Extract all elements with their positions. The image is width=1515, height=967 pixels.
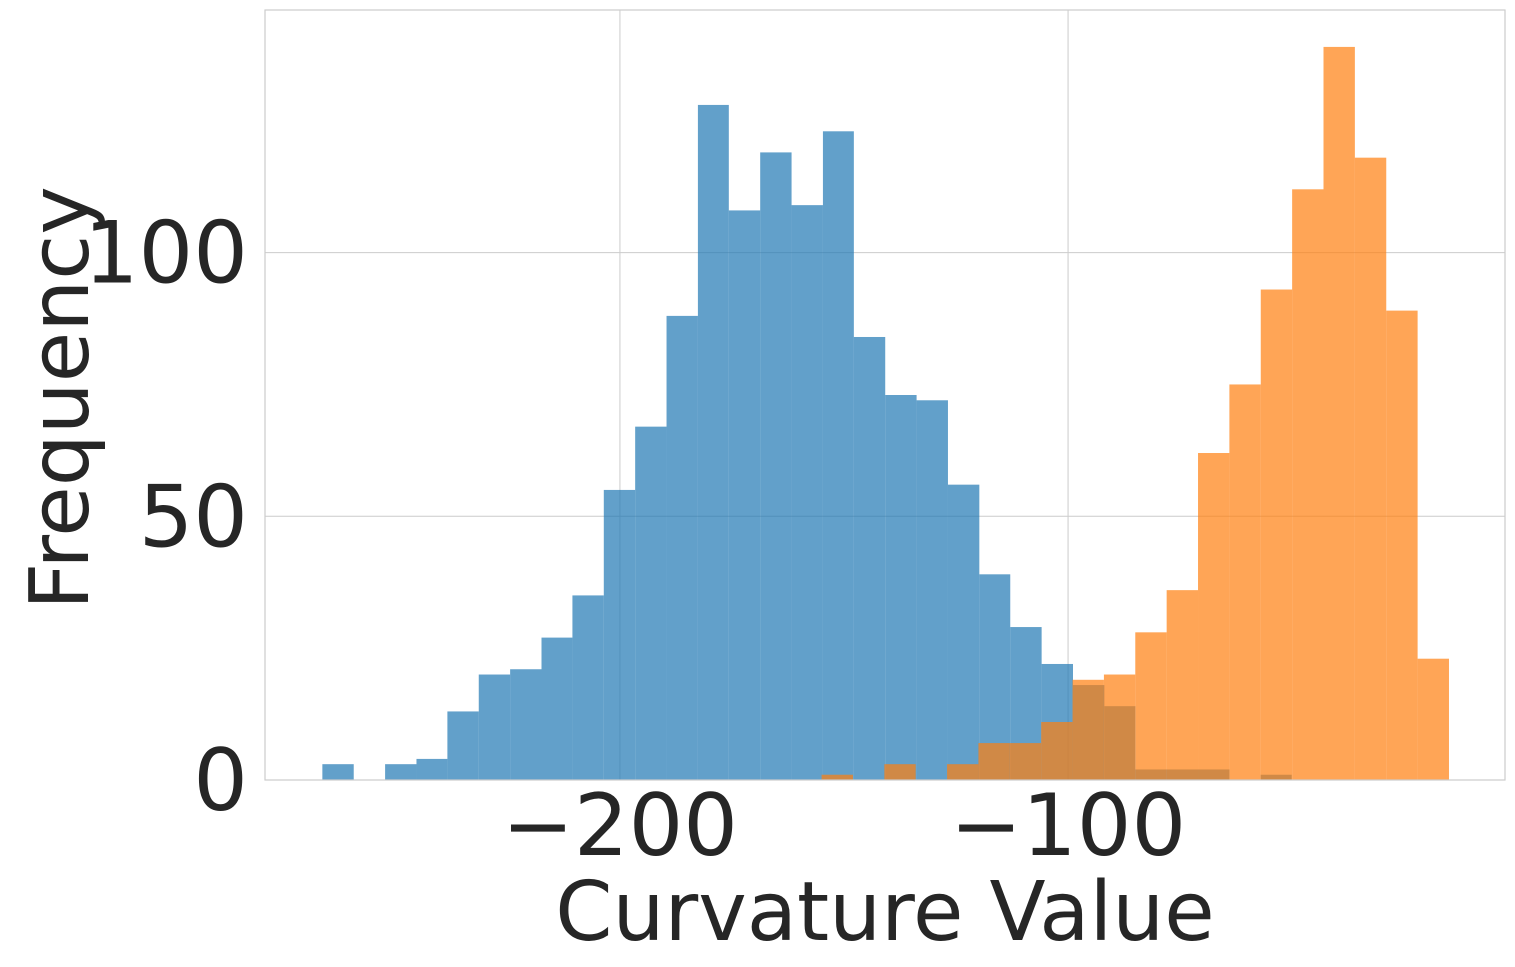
- blue-histogram-bar: [916, 400, 948, 780]
- blue-histogram-bar: [666, 315, 698, 780]
- blue-histogram-bar: [791, 205, 823, 781]
- y-tick-label: 50: [139, 467, 248, 567]
- orange-histogram-bar: [1323, 46, 1355, 781]
- orange-histogram-bar: [1417, 658, 1449, 780]
- y-tick-label: 100: [84, 204, 248, 304]
- x-axis-label: Curvature Value: [555, 865, 1214, 960]
- orange-histogram-bar: [1072, 679, 1104, 780]
- orange-histogram-bar: [821, 774, 853, 780]
- y-tick-label: 0: [193, 731, 248, 831]
- histogram-bars: [322, 46, 1449, 781]
- orange-histogram-bar: [1229, 384, 1261, 780]
- x-tick-labels: −200 −100: [502, 776, 1186, 876]
- blue-histogram-bar: [416, 758, 448, 780]
- y-axis-label: Frequency: [13, 186, 108, 610]
- blue-histogram-bar: [478, 674, 511, 780]
- orange-histogram-bar: [1260, 289, 1293, 780]
- blue-histogram-bar: [853, 336, 886, 780]
- blue-histogram-bar: [885, 395, 917, 780]
- orange-histogram-bar: [1135, 632, 1167, 780]
- orange-histogram-bar: [1103, 674, 1136, 780]
- x-tick-label: −200: [502, 776, 738, 876]
- orange-histogram-bar: [1009, 743, 1042, 780]
- x-tick-label: −100: [950, 776, 1186, 876]
- blue-histogram-bar: [572, 595, 604, 780]
- orange-histogram-bar: [1292, 189, 1324, 780]
- orange-histogram-bar: [1386, 310, 1418, 780]
- blue-histogram-bar: [322, 764, 354, 780]
- blue-histogram-bar: [760, 152, 792, 780]
- blue-histogram-bar: [447, 711, 479, 780]
- blue-histogram-bar: [635, 426, 667, 780]
- blue-histogram-bar: [697, 104, 729, 780]
- orange-histogram-bar: [978, 743, 1010, 780]
- blue-histogram-bar: [728, 210, 761, 781]
- y-tick-labels: 0 50 100: [84, 204, 248, 831]
- orange-histogram-bar: [1354, 157, 1387, 780]
- blue-histogram-bar: [541, 637, 573, 780]
- orange-histogram-bar: [1041, 721, 1073, 780]
- blue-histogram-bar: [947, 484, 980, 780]
- orange-histogram-bar: [947, 764, 979, 780]
- orange-histogram-bar: [884, 764, 916, 780]
- blue-histogram-bar: [510, 669, 542, 780]
- blue-histogram-bar: [822, 131, 854, 780]
- orange-histogram-bar: [1198, 453, 1230, 780]
- plot-area-border: [264, 9, 1506, 781]
- blue-histogram-bar: [603, 489, 636, 780]
- blue-histogram-bar: [385, 764, 417, 780]
- orange-histogram-bar: [1166, 590, 1199, 780]
